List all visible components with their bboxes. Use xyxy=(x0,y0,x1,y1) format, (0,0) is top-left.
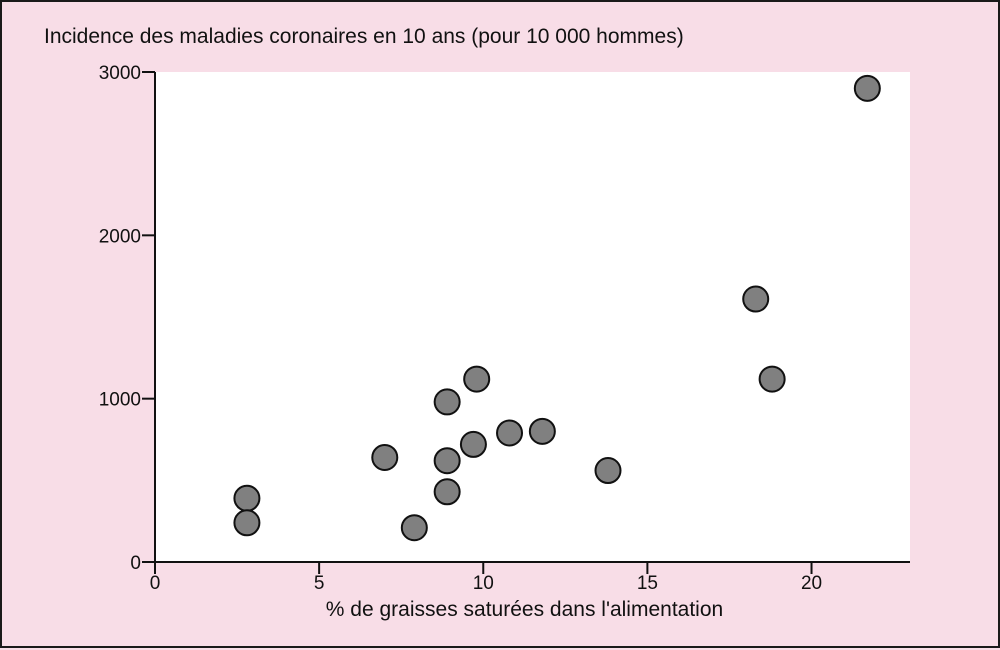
y-tick-label: 2000 xyxy=(99,226,141,247)
x-tick-label: 15 xyxy=(637,573,658,594)
y-tick-label: 3000 xyxy=(99,63,141,84)
data-point xyxy=(233,484,261,512)
data-point xyxy=(528,417,556,445)
data-point xyxy=(496,419,524,447)
data-point xyxy=(233,509,261,537)
data-point xyxy=(853,74,881,102)
axes: 0 1000 2000 3000 0 5 10 15 20 xyxy=(99,63,910,594)
chart-title: Incidence des maladies coronaires en 10 … xyxy=(44,25,684,48)
x-tick-label: 10 xyxy=(473,573,494,594)
data-point xyxy=(459,430,487,458)
x-tick-label: 0 xyxy=(150,573,161,594)
data-point xyxy=(463,365,491,393)
data-point xyxy=(400,514,428,542)
y-tick-label: 0 xyxy=(130,553,141,574)
data-points xyxy=(233,74,881,542)
data-point xyxy=(758,365,786,393)
plot-area xyxy=(155,72,910,562)
data-point xyxy=(433,478,461,506)
x-axis-label: % de graisses saturées dans l'alimentati… xyxy=(326,598,723,621)
y-tick-label: 1000 xyxy=(99,390,141,411)
data-point xyxy=(371,443,399,471)
data-point xyxy=(433,447,461,475)
x-tick-label: 5 xyxy=(314,573,325,594)
data-point xyxy=(742,285,770,313)
x-tick-label: 20 xyxy=(801,573,822,594)
data-point xyxy=(433,388,461,416)
data-point xyxy=(594,457,622,485)
